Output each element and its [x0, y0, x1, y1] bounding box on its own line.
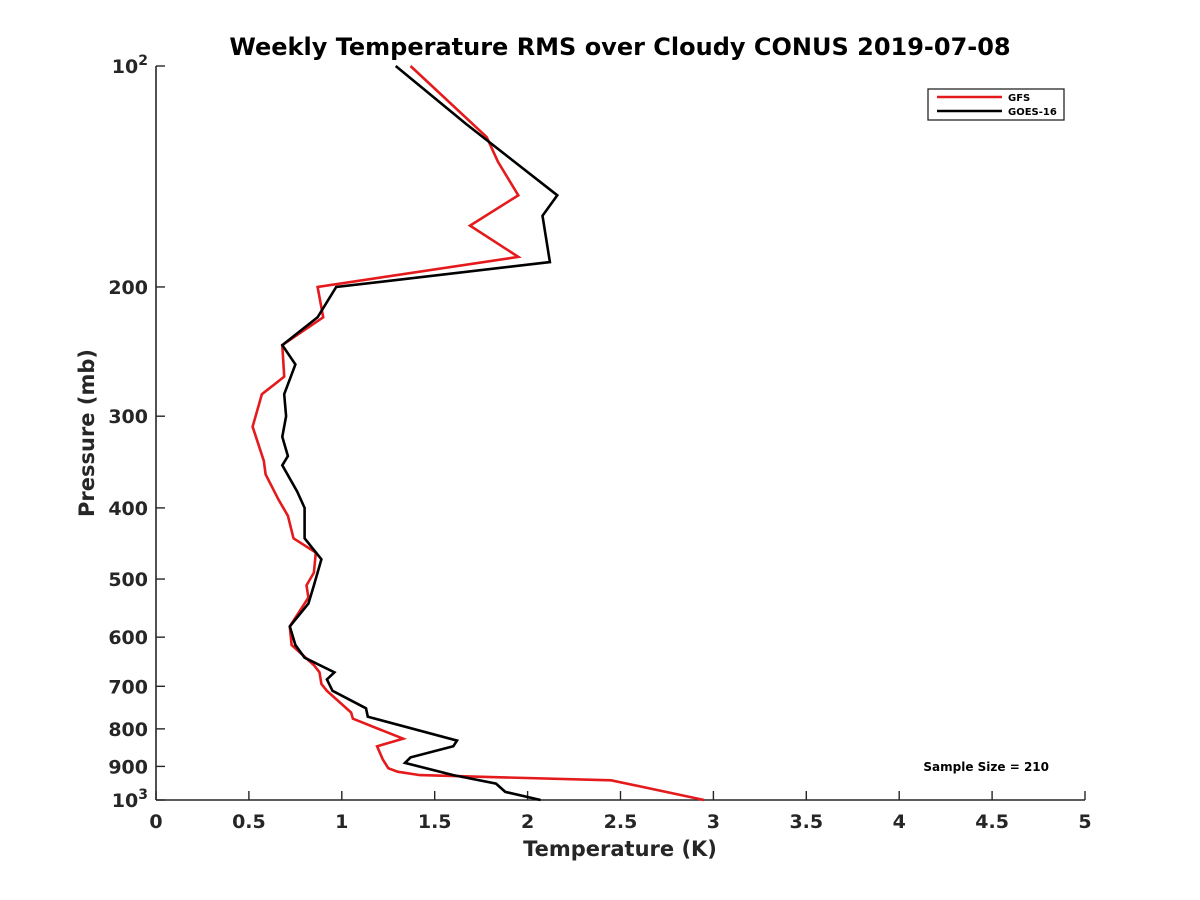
legend-label-goes-16: GOES-16 [1008, 107, 1057, 118]
legend: GFS GOES-16 [927, 88, 1065, 121]
x-tick-label-3-5: 3.5 [789, 811, 823, 833]
x-tick-label-2: 2 [521, 811, 534, 833]
series-line-gfs [251, 65, 705, 802]
x-tick-label-0-5: 0.5 [232, 811, 266, 833]
y-tick-label-400: 400 [108, 498, 148, 520]
x-tick-label-4-5: 4.5 [975, 811, 1009, 833]
sample-size-annotation: Sample Size = 210 [923, 760, 1049, 774]
x-tick-label-0: 0 [149, 811, 162, 833]
y-tick-label-700: 700 [108, 676, 148, 698]
y-tick-label-900: 900 [108, 756, 148, 778]
chart-title: Weekly Temperature RMS over Cloudy CONUS… [229, 33, 1010, 61]
y-tick-label-1000: 103 [112, 787, 148, 812]
y-tick-label-500: 500 [108, 569, 148, 591]
x-tick-label-1: 1 [335, 811, 348, 833]
y-tick-label-100: 102 [112, 53, 148, 78]
legend-label-gfs: GFS [1008, 93, 1030, 104]
x-tick-label-3: 3 [707, 811, 720, 833]
x-tick-label-5: 5 [1078, 811, 1091, 833]
x-axis-label: Temperature (K) [523, 837, 717, 861]
axes: 0 0.5 1 1.5 2 2.5 3 3.5 4 4.5 5 102 200 300 400 500 600 7… [108, 53, 1091, 833]
y-axis-label: Pressure (mb) [75, 349, 99, 517]
x-tick-label-1-5: 1.5 [418, 811, 452, 833]
x-tick-label-4: 4 [893, 811, 906, 833]
x-tick-label-2-5: 2.5 [604, 811, 638, 833]
legend-box [927, 88, 1065, 121]
y-tick-label-200: 200 [108, 277, 148, 299]
y-tick-label-600: 600 [108, 627, 148, 649]
y-tick-label-800: 800 [108, 719, 148, 741]
series-layer [251, 64, 705, 802]
y-tick-label-300: 300 [108, 406, 148, 428]
series-line-goes-16 [280, 64, 560, 802]
